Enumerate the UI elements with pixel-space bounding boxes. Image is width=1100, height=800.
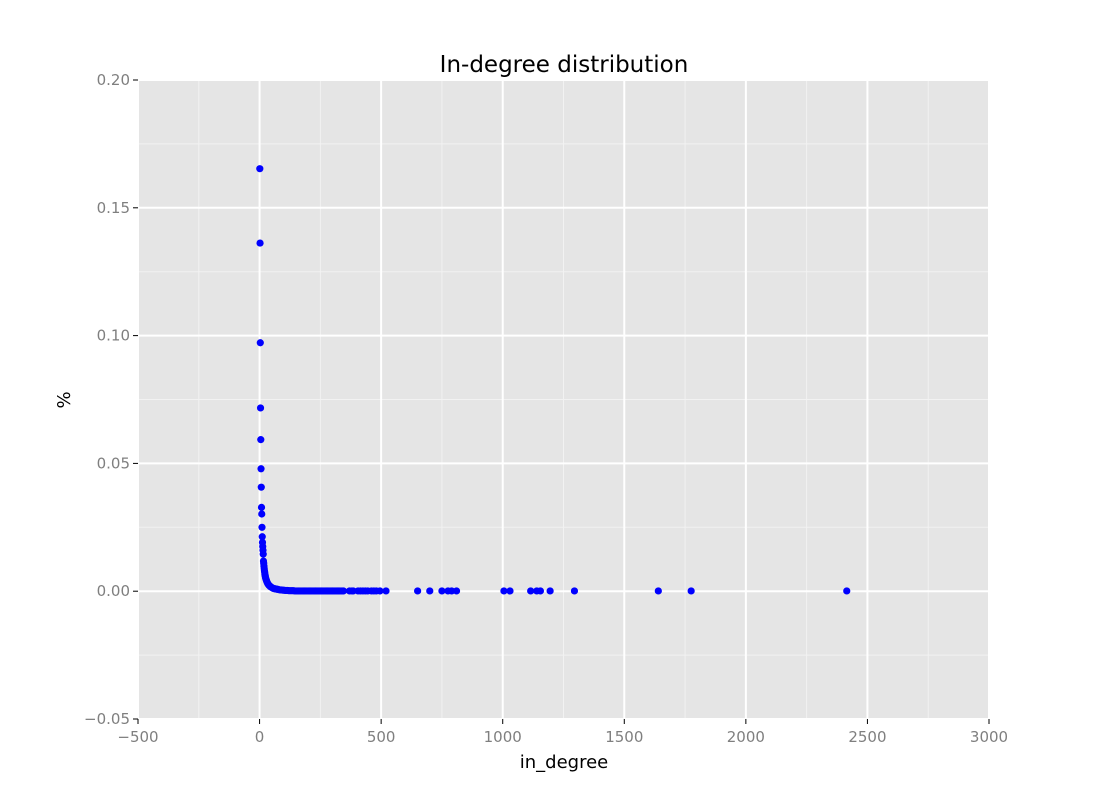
data-point: [570, 587, 579, 595]
data-point: [256, 239, 264, 247]
data-point: [536, 587, 545, 595]
data-point: [376, 587, 384, 595]
y-tick-label: 0.00: [97, 582, 130, 600]
y-tick-label: 0.20: [97, 71, 130, 89]
data-point: [256, 404, 265, 412]
data-point: [257, 483, 265, 491]
y-axis: −0.05 0.00 0.05 0.10 0.15 0.20: [84, 71, 138, 728]
y-axis-title: %: [54, 391, 75, 408]
x-tick-label: 1500: [605, 728, 643, 746]
data-point: [546, 587, 554, 595]
y-tick-label: 0.05: [97, 454, 130, 472]
data-point: [527, 587, 535, 595]
data-point: [382, 587, 390, 595]
x-axis: −500 0 500 1000 1500 2000 2500 3000: [117, 719, 1008, 746]
x-tick-label: 0: [255, 728, 265, 746]
x-axis-title: in_degree: [520, 752, 609, 773]
data-point: [256, 339, 264, 347]
data-point: [257, 465, 265, 473]
data-point: [654, 587, 662, 595]
data-point: [438, 587, 446, 595]
data-point: [687, 587, 695, 595]
y-tick-label: 0.15: [97, 199, 130, 217]
data-point: [426, 587, 434, 595]
data-point: [414, 587, 422, 595]
y-tick-label: −0.05: [84, 710, 130, 728]
data-point: [500, 587, 508, 595]
data-point: [256, 165, 264, 173]
x-tick-label: 2000: [727, 728, 765, 746]
major-grid: [137, 79, 990, 720]
data-point: [258, 523, 266, 531]
x-tick-label: −500: [117, 728, 158, 746]
data-point: [339, 587, 348, 595]
data-point: [506, 587, 514, 595]
minor-grid: [138, 80, 989, 719]
data-point: [258, 510, 266, 518]
data-point: [259, 550, 267, 558]
y-tick-label: 0.10: [97, 327, 130, 345]
x-tick-label: 2500: [848, 728, 886, 746]
data-point: [257, 503, 266, 511]
x-tick-label: 500: [367, 728, 396, 746]
data-point: [452, 587, 461, 595]
data-points: [256, 165, 851, 595]
x-tick-label: 1000: [484, 728, 522, 746]
x-tick-label: 3000: [970, 728, 1008, 746]
data-point: [257, 436, 265, 444]
chart-title: In-degree distribution: [440, 52, 689, 78]
data-point: [258, 533, 266, 541]
data-point: [843, 587, 851, 595]
